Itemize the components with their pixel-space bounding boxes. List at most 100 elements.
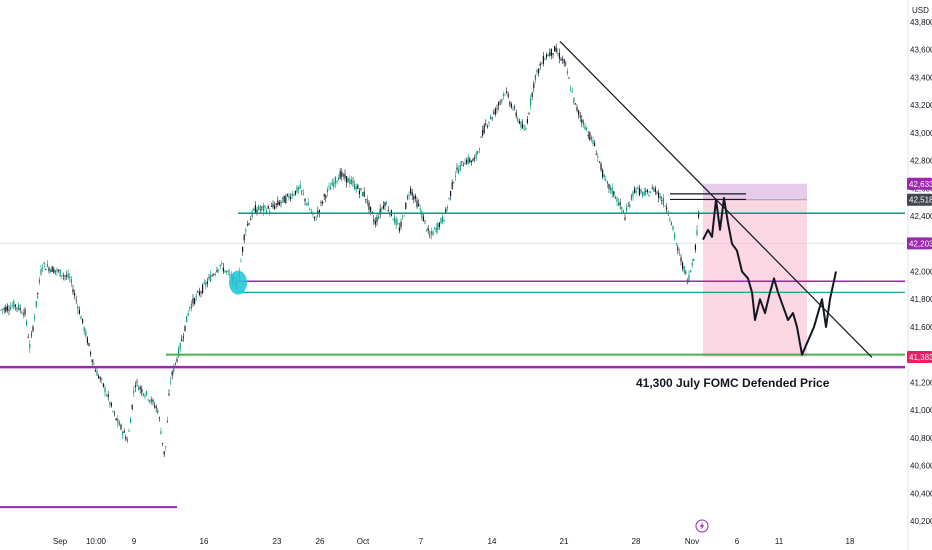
candle-body xyxy=(98,375,100,378)
candle-body xyxy=(346,176,348,183)
time-axis[interactable]: Sep 10:00 9 16 23 26 Oct 7 14 21 28 Nov 6 11 18 xyxy=(53,537,855,546)
candle-body xyxy=(323,194,325,197)
candle-body xyxy=(66,275,68,277)
candle-body xyxy=(662,197,664,206)
candle-body xyxy=(301,190,303,192)
candle-body xyxy=(626,207,628,211)
candle-body xyxy=(253,208,255,211)
candle-body xyxy=(597,156,599,158)
lightning-icon[interactable] xyxy=(695,519,709,533)
candle-body xyxy=(96,370,98,376)
candle-body xyxy=(446,206,448,209)
candle-body xyxy=(504,94,506,95)
candle-body xyxy=(490,116,492,119)
candle-body xyxy=(552,53,554,55)
candle-body xyxy=(8,309,10,311)
candle-body xyxy=(395,219,397,226)
candle-body xyxy=(125,436,127,440)
candle-body xyxy=(251,211,253,218)
candle-body xyxy=(222,267,224,272)
candle-body xyxy=(645,190,647,192)
candle-body xyxy=(131,404,133,410)
candle-body xyxy=(650,191,652,193)
candle-body xyxy=(474,157,476,160)
candle-body xyxy=(546,54,548,58)
candle-body xyxy=(258,205,260,210)
candle-body xyxy=(53,268,55,274)
candle-body xyxy=(315,219,317,221)
candle-body xyxy=(618,202,620,207)
candle-body xyxy=(578,110,580,115)
candle-body xyxy=(77,306,79,310)
price-axis[interactable]: 43,800 43,600 43,400 43,200 43,000 42,800 42,6… xyxy=(907,0,932,550)
candle-body xyxy=(114,413,116,415)
candle-body xyxy=(112,410,114,412)
candle-body xyxy=(680,257,682,262)
candle-body xyxy=(475,152,477,158)
candle-body xyxy=(654,188,656,193)
candle-body xyxy=(48,267,50,272)
candle-body xyxy=(434,227,436,229)
candle-body xyxy=(120,424,122,430)
candle-body xyxy=(110,403,112,407)
candle-body xyxy=(536,69,538,73)
candle-body xyxy=(600,163,602,170)
candle-body xyxy=(294,190,296,195)
candle-body xyxy=(82,318,84,323)
candle-body xyxy=(405,202,407,209)
candle-body xyxy=(470,160,472,163)
candle-body xyxy=(349,179,351,185)
candle-body xyxy=(26,321,28,325)
candle-body xyxy=(378,216,380,219)
candle-body xyxy=(317,211,319,214)
candle-body xyxy=(347,178,349,183)
candle-body xyxy=(187,313,189,316)
candle-body xyxy=(584,125,586,130)
candle-body xyxy=(280,202,282,203)
candle-body xyxy=(466,159,468,164)
candle-body xyxy=(99,377,101,380)
candle-body xyxy=(24,309,26,315)
candle-body xyxy=(147,399,149,401)
candle-body xyxy=(22,312,24,316)
candle-body xyxy=(78,309,80,314)
candle-body xyxy=(307,202,309,206)
candle-body xyxy=(675,242,677,244)
projection-path xyxy=(702,197,837,356)
candle-body xyxy=(533,83,535,88)
candle-body xyxy=(219,264,221,267)
candle-body xyxy=(69,276,71,279)
candle-body xyxy=(461,161,463,163)
candle-body xyxy=(122,432,124,435)
candle-body xyxy=(218,269,220,271)
candle-body xyxy=(70,279,72,283)
candle-body xyxy=(178,348,180,357)
candle-body xyxy=(448,198,450,199)
price-tag xyxy=(907,351,932,364)
candle-body xyxy=(283,195,285,203)
candle-body xyxy=(64,275,66,277)
candle-body xyxy=(67,273,69,278)
candle-body xyxy=(72,289,74,293)
x-tick-label: Oct xyxy=(357,537,370,546)
candle-body xyxy=(518,121,520,124)
candle-body xyxy=(411,192,413,196)
candle-body xyxy=(630,194,632,201)
candle-body xyxy=(336,180,338,183)
candle-body xyxy=(464,162,466,165)
candles-layer xyxy=(0,43,700,457)
candle-body xyxy=(46,264,48,267)
candle-body xyxy=(163,451,165,455)
candle-body xyxy=(413,196,415,200)
candle-body xyxy=(406,196,408,198)
price-tag-label: 42,518 xyxy=(909,196,932,205)
candle-body xyxy=(328,186,330,188)
candle-body xyxy=(374,221,376,225)
candle-body xyxy=(210,275,212,282)
candle-body xyxy=(56,269,58,272)
candle-body xyxy=(59,269,61,277)
candle-body xyxy=(603,174,605,178)
candle-body xyxy=(614,196,616,199)
candle-body xyxy=(190,303,192,309)
